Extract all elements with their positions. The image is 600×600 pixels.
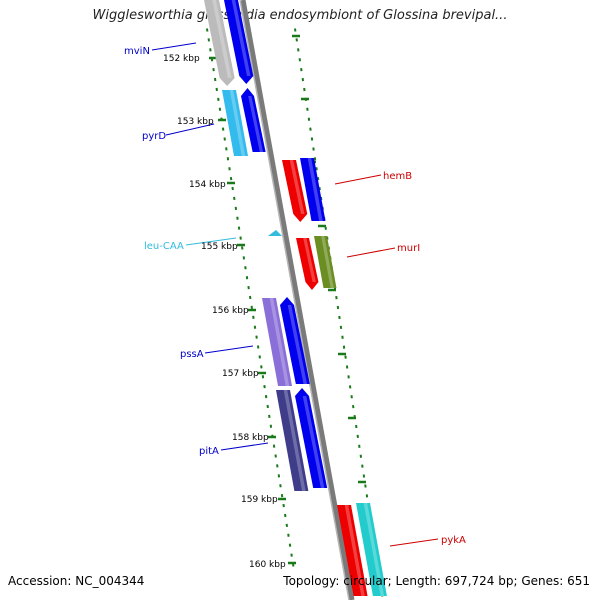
scale-label: 160 kbp <box>249 560 286 570</box>
gene-blue-pitA-pair-highlight <box>302 396 325 488</box>
genome-summary-text: Topology: circular; Length: 697,724 bp; … <box>283 574 590 588</box>
label-leader-hemB <box>334 174 382 185</box>
label-leader-murI <box>346 247 396 258</box>
scale-label: 154 kbp <box>189 180 226 190</box>
gene-pitA <box>276 390 309 491</box>
gene-blue-pyrD-pair <box>241 88 266 152</box>
label-leader-pitA <box>220 442 269 451</box>
label-leader-pssA <box>204 345 254 354</box>
scale-labels: 152 kbp 153 kbp 154 kbp 155 kbp 156 kbp 157 k… <box>163 54 286 570</box>
gene-pykA-highlight <box>344 505 365 596</box>
gene-label-leu-CAA: leu-CAA <box>144 241 184 252</box>
scale-label: 153 kbp <box>177 117 214 127</box>
map-title: Wigglesworthia glossinidia endosymbiont … <box>92 8 508 23</box>
gene-label-hemB: hemB <box>383 171 412 182</box>
gene-grey-top-highlight <box>212 0 232 78</box>
gene-label-pykA: pykA <box>441 535 466 546</box>
gene-label-pitA: pitA <box>199 446 219 457</box>
gene-blue-hemB-pair <box>300 158 326 221</box>
gene-mviN <box>224 0 254 84</box>
gene-label-murI: murI <box>397 243 420 254</box>
gene-grey-top <box>204 0 235 86</box>
gene-cyan-pykA-pair-highlight <box>363 503 385 596</box>
accession-text: Accession: NC_004344 <box>8 574 145 588</box>
gene-label-pyrD: pyrD <box>142 131 166 142</box>
gene-cyan-pykA-pair <box>356 503 387 596</box>
backbone-line <box>240 0 355 600</box>
scale-label: 156 kbp <box>212 306 249 316</box>
scale-label: 158 kbp <box>232 433 269 443</box>
gene-features <box>204 0 387 596</box>
gene-blue-pyrD-pair-highlight <box>248 96 264 152</box>
scale-label: 155 kbp <box>201 242 238 252</box>
gene-pssA <box>262 298 293 386</box>
gene-pitA-highlight <box>283 390 306 491</box>
gene-leu-CAA <box>268 230 282 236</box>
scale-label: 157 kbp <box>222 369 259 379</box>
label-leader-pyrD <box>165 123 215 136</box>
gene-mviN-highlight <box>231 0 251 76</box>
gene-pyrD <box>222 90 249 156</box>
gene-murI <box>296 238 319 290</box>
scale-label: 152 kbp <box>163 54 200 64</box>
gene-blue-hemB-pair-highlight <box>307 158 323 221</box>
label-leader-mviN <box>151 42 197 51</box>
gene-label-pssA: pssA <box>180 349 204 360</box>
gene-hemB <box>282 160 308 222</box>
gene-blue-pitA-pair <box>295 388 328 488</box>
gene-green-murI-pair <box>314 236 337 288</box>
genome-band <box>205 0 395 600</box>
gene-pykA <box>337 505 368 596</box>
label-leader-pykA <box>389 538 439 547</box>
gene-green-murI-pair-highlight <box>321 236 334 288</box>
gene-label-mviN: mviN <box>124 46 150 57</box>
gene-blue-pssA-pair <box>280 297 310 384</box>
scale-ticks <box>206 28 384 597</box>
scale-label: 159 kbp <box>241 495 278 505</box>
gene-hemB-highlight <box>289 160 305 214</box>
label-leader-leu-CAA <box>185 237 237 246</box>
gene-pssA-highlight <box>269 298 290 386</box>
gene-pyrD-highlight <box>229 90 246 156</box>
gene-murI-highlight <box>303 238 316 282</box>
backbone-highlight <box>239 0 350 600</box>
gene-labels: mviN pyrD hemB leu-CAA murI pssA pitA pykA <box>124 42 466 547</box>
gene-blue-pssA-pair-highlight <box>287 305 308 384</box>
